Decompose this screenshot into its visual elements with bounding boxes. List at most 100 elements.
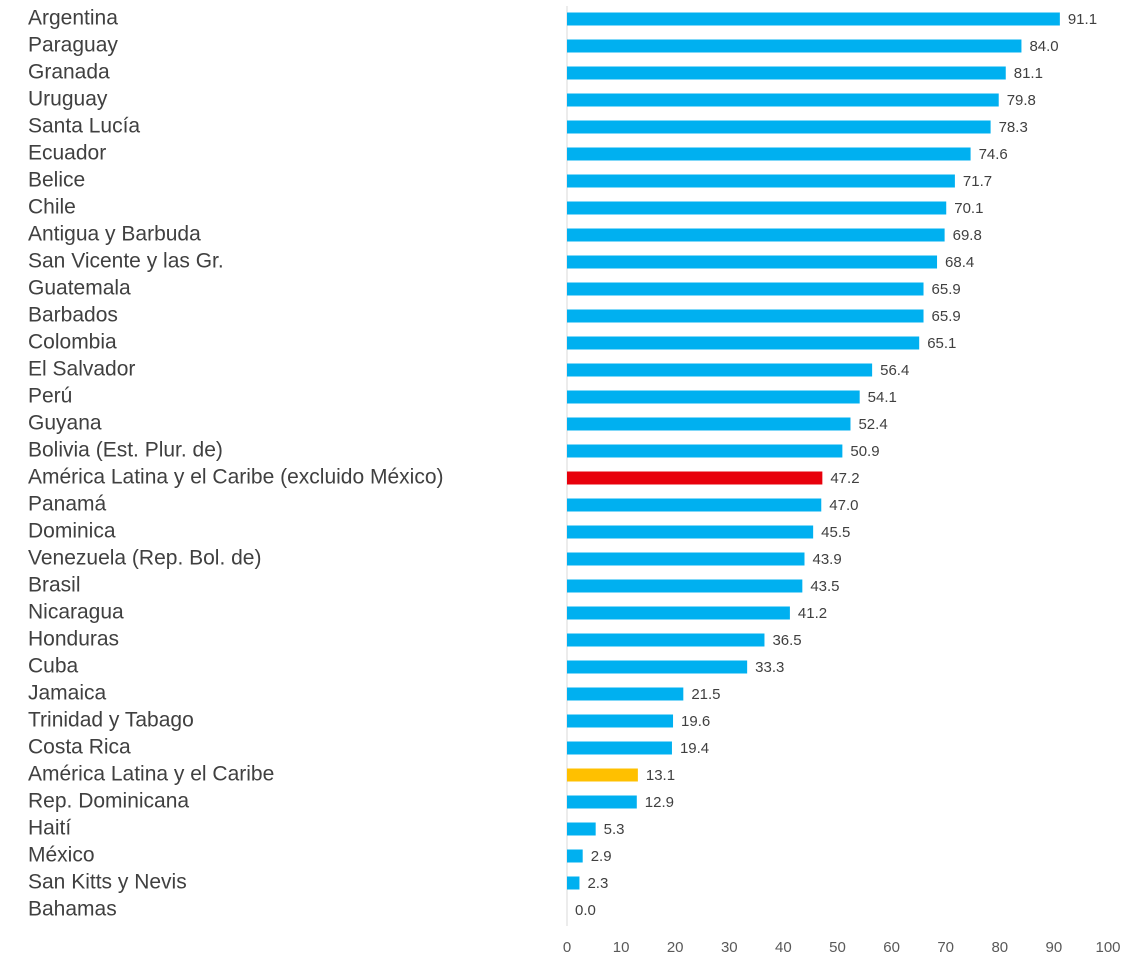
bar [567,417,851,431]
category-label: Belice [28,169,85,192]
bar [567,471,823,485]
bar [567,876,580,890]
value-label: 71.7 [963,173,992,190]
value-label: 0.0 [575,902,596,919]
bar [567,174,955,188]
value-label: 78.3 [999,119,1028,136]
category-label: Rep. Dominicana [28,790,189,813]
bar [567,201,947,215]
value-label: 47.2 [830,470,859,487]
value-label: 43.9 [812,551,841,568]
category-label: Cuba [28,655,79,678]
value-label: 50.9 [850,443,879,460]
category-label: Brasil [28,574,81,597]
value-label: 2.9 [591,848,612,865]
value-label: 33.3 [755,659,784,676]
category-label: Ecuador [28,142,106,165]
category-label: Guatemala [28,277,131,300]
bar [567,633,765,647]
category-label: Antigua y Barbuda [28,223,201,246]
value-label: 12.9 [645,794,674,811]
category-label: Perú [28,385,72,408]
value-label: 21.5 [691,686,720,703]
bar [567,714,674,728]
value-label: 81.1 [1014,65,1043,82]
category-label: Costa Rica [28,736,131,759]
bar [567,309,924,323]
value-label: 65.1 [927,335,956,352]
bar [567,336,920,350]
x-tick-label: 0 [563,939,571,956]
bar [567,444,843,458]
bar [567,822,596,836]
x-tick-label: 80 [991,939,1008,956]
category-label: Haití [28,817,71,840]
bar [567,660,748,674]
value-label: 19.6 [681,713,710,730]
x-tick-label: 60 [883,939,900,956]
x-tick-label: 70 [937,939,954,956]
category-label: Bolivia (Est. Plur. de) [28,439,223,462]
category-label: Paraguay [28,34,118,57]
value-label: 69.8 [953,227,982,244]
category-label: Jamaica [28,682,107,705]
bar [567,363,873,377]
bar [567,768,638,782]
value-label: 91.1 [1068,11,1097,28]
category-label: San Vicente y las Gr. [28,250,224,273]
bar [567,579,803,593]
value-label: 43.5 [810,578,839,595]
bar [567,147,971,161]
x-tick-label: 100 [1095,939,1120,956]
category-label: Trinidad y Tabago [28,709,194,732]
bar [567,12,1060,26]
value-label: 65.9 [932,308,961,325]
category-label: México [28,844,95,867]
value-label: 13.1 [646,767,675,784]
category-label: América Latina y el Caribe [28,763,274,786]
value-label: 79.8 [1007,92,1036,109]
category-label: Panamá [28,493,107,516]
category-label: Barbados [28,304,118,327]
value-label: 74.6 [979,146,1008,163]
x-tick-label: 50 [829,939,846,956]
bar [567,228,945,242]
category-label: América Latina y el Caribe (excluido Méx… [28,466,444,489]
category-label: Uruguay [28,88,108,111]
value-label: 65.9 [932,281,961,298]
category-label: Honduras [28,628,119,651]
bar [567,741,672,755]
category-label: Dominica [28,520,116,543]
category-label: Colombia [28,331,117,354]
value-label: 41.2 [798,605,827,622]
value-label: 2.3 [587,875,608,892]
bar [567,498,822,512]
value-label: 52.4 [858,416,887,433]
category-label: Nicaragua [28,601,124,624]
value-label: 45.5 [821,524,850,541]
value-label: 70.1 [954,200,983,217]
bar [567,849,583,863]
value-label: 54.1 [868,389,897,406]
category-label: Argentina [28,7,118,30]
bar [567,255,938,269]
x-tick-label: 20 [667,939,684,956]
value-label: 84.0 [1029,38,1058,55]
value-label: 56.4 [880,362,909,379]
bar [567,606,790,620]
category-label: Guyana [28,412,102,435]
x-tick-label: 10 [613,939,630,956]
x-tick-label: 40 [775,939,792,956]
bar [567,525,814,539]
bar [567,687,684,701]
x-tick-label: 90 [1046,939,1063,956]
value-label: 68.4 [945,254,974,271]
bar [567,39,1022,53]
category-label: Venezuela (Rep. Bol. de) [28,547,261,570]
bar [567,552,805,566]
category-label: San Kitts y Nevis [28,871,187,894]
bar [567,66,1006,80]
x-tick-label: 30 [721,939,738,956]
value-label: 19.4 [680,740,709,757]
